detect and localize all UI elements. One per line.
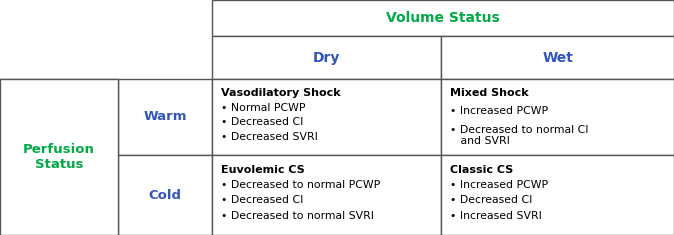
Bar [441, 36, 674, 79]
Text: • Increased PCWP: • Increased PCWP [450, 106, 549, 116]
Text: Warm: Warm [144, 110, 187, 123]
Bar [212, 36, 441, 79]
Bar [0, 155, 118, 235]
Text: Dry: Dry [313, 51, 340, 65]
Text: Mixed Shock: Mixed Shock [450, 88, 529, 98]
Text: • Decreased CI: • Decreased CI [221, 117, 303, 127]
Text: • Increased SVRI: • Increased SVRI [450, 211, 542, 221]
Text: Perfusion
Status: Perfusion Status [23, 143, 95, 171]
Text: Euvolemic CS: Euvolemic CS [221, 165, 305, 175]
Text: • Increased PCWP: • Increased PCWP [450, 180, 549, 190]
Text: • Decreased to normal PCWP: • Decreased to normal PCWP [221, 180, 380, 190]
Text: • Decreased CI: • Decreased CI [450, 196, 532, 205]
Bar [0, 79, 118, 235]
Bar [118, 79, 212, 155]
Text: • Decreased SVRI: • Decreased SVRI [221, 132, 318, 142]
Text: • Decreased to normal CI
   and SVRI: • Decreased to normal CI and SVRI [450, 125, 588, 146]
Bar [441, 155, 674, 235]
Text: Classic CS: Classic CS [450, 165, 514, 175]
Bar [212, 79, 441, 155]
Bar [118, 155, 212, 235]
Bar [212, 0, 674, 36]
Text: • Decreased to normal SVRI: • Decreased to normal SVRI [221, 211, 374, 221]
Text: Wet: Wet [543, 51, 573, 65]
Bar [441, 79, 674, 155]
Bar [0, 79, 118, 155]
Text: Cold: Cold [149, 188, 181, 202]
Text: • Decreased CI: • Decreased CI [221, 196, 303, 205]
Text: Vasodilatory Shock: Vasodilatory Shock [221, 88, 340, 98]
Text: Volume Status: Volume Status [386, 11, 500, 25]
Bar [212, 155, 441, 235]
Text: • Normal PCWP: • Normal PCWP [221, 103, 305, 113]
